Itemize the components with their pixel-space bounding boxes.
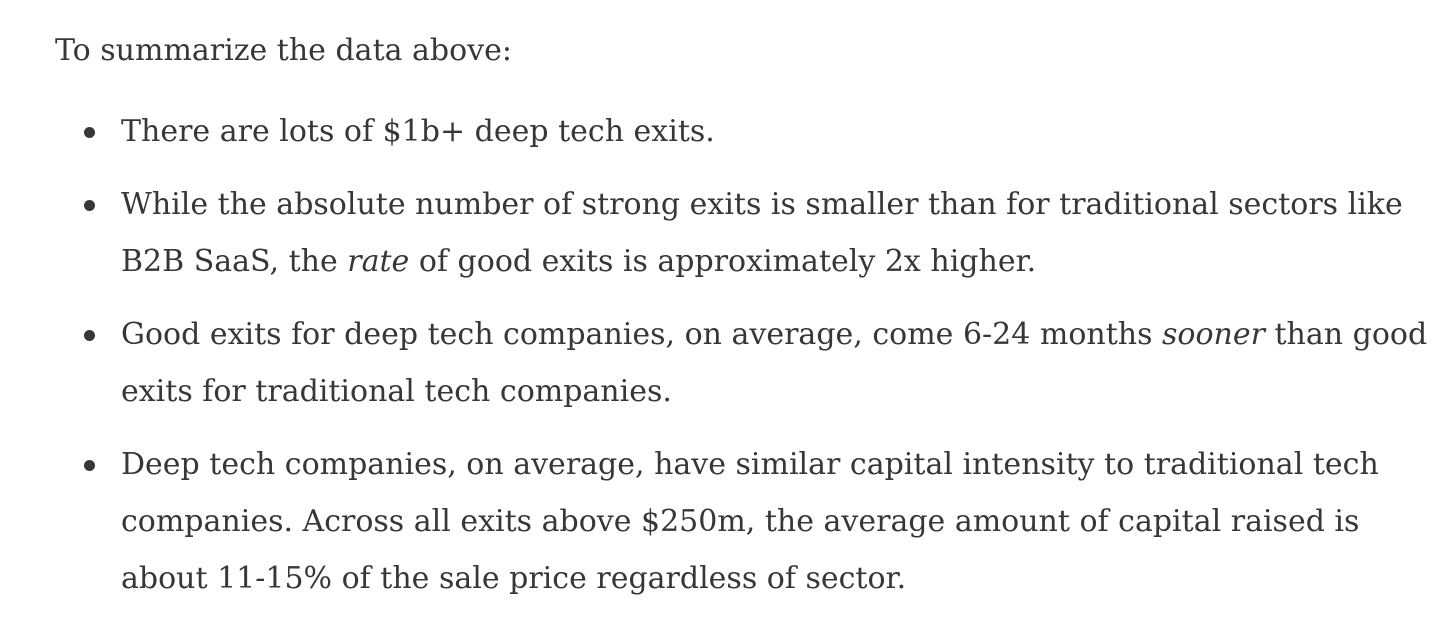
bullet-text: While the absolute number of strong exit… <box>121 187 1403 279</box>
emphasis-text: rate <box>347 244 410 279</box>
bullet-list: There are lots of $1b+ deep tech exits. W… <box>55 103 1435 607</box>
bullet-text: of good exits is approximately 2x higher… <box>409 244 1037 279</box>
bullet-item: There are lots of $1b+ deep tech exits. <box>84 103 1431 160</box>
bullet-text: There are lots of $1b+ deep tech exits. <box>121 114 715 149</box>
bullet-text: Good exits for deep tech companies, on a… <box>121 317 1163 352</box>
emphasis-text: sooner <box>1162 317 1265 352</box>
intro: To summarize the data above: <box>55 33 513 68</box>
bullet-text: Deep tech companies, on average, have si… <box>121 447 1379 596</box>
bullet-item: Deep tech companies, on average, have si… <box>84 436 1431 607</box>
bullet-item: Good exits for deep tech companies, on a… <box>84 306 1431 420</box>
document: To summarize the data above: There are l… <box>55 22 1435 623</box>
bullet-text: than good exits for traditional tech com… <box>121 317 1428 409</box>
bullet-item: While the absolute number of strong exit… <box>84 176 1431 290</box>
